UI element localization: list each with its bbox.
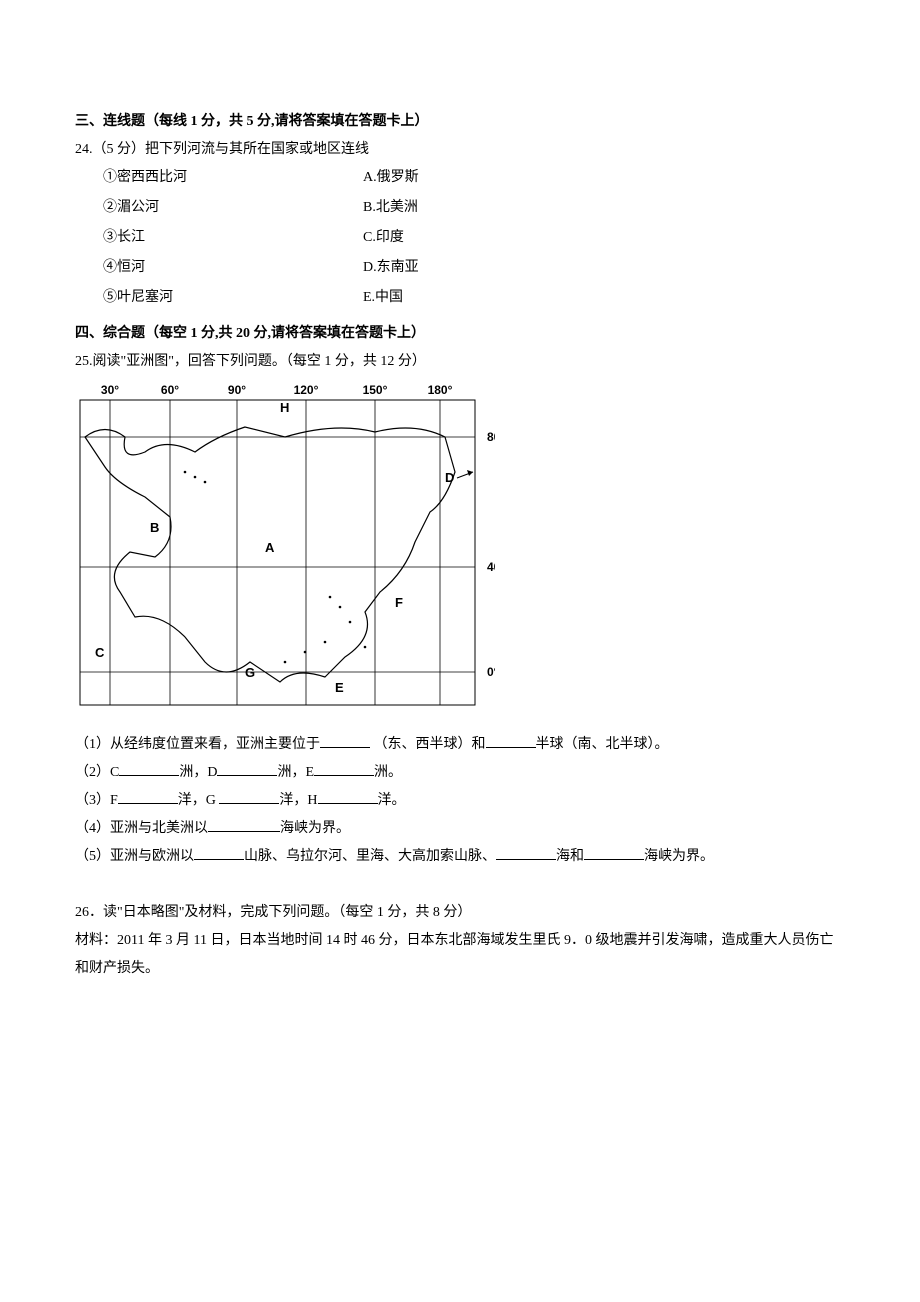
svg-text:H: H — [280, 400, 289, 415]
q26-material: 材料：2011 年 3 月 11 日，日本当地时间 14 时 46 分，日本东北… — [75, 927, 845, 983]
q25-p5-a: （5）亚洲与欧洲以 — [75, 849, 194, 864]
q24-right-4: D.东南亚 — [363, 254, 483, 282]
blank[interactable] — [119, 762, 179, 776]
blank[interactable] — [118, 790, 178, 804]
q25-p3: （3）F 洋，G 洋，H 洋。 — [75, 787, 845, 815]
svg-text:120°: 120° — [294, 383, 319, 397]
q25-p3-b: 洋，G — [178, 793, 220, 808]
asia-map-svg: 30° 60° 90° 120° 150° 180° 80° 40° 0° A B C D E F G H — [75, 382, 495, 712]
blank[interactable] — [584, 846, 644, 860]
q24-right-3: C.印度 — [363, 224, 483, 252]
svg-text:F: F — [395, 595, 403, 610]
blank[interactable] — [219, 790, 279, 804]
blank[interactable] — [217, 762, 277, 776]
q25-p5: （5）亚洲与欧洲以 山脉、乌拉尔河、里海、大高加索山脉、 海和 海峡为界。 — [75, 843, 845, 871]
q25-p5-c: 海和 — [556, 849, 584, 864]
q25-p1-b: （东、西半球）和 — [374, 737, 486, 752]
section-4-title: 四、综合题（每空 1 分,共 20 分,请将答案填在答题卡上） — [75, 320, 845, 348]
svg-text:30°: 30° — [101, 383, 119, 397]
blank[interactable] — [318, 790, 378, 804]
svg-text:C: C — [95, 645, 105, 660]
blank[interactable] — [486, 734, 536, 748]
q26-stem: 26．读"日本略图"及材料，完成下列问题。（每空 1 分，共 8 分） — [75, 899, 845, 927]
q25-stem: 25.阅读"亚洲图"，回答下列问题。（每空 1 分，共 12 分） — [75, 348, 845, 376]
svg-text:B: B — [150, 520, 159, 535]
q25-p4: （4）亚洲与北美洲以 海峡为界。 — [75, 815, 845, 843]
blank[interactable] — [496, 846, 556, 860]
svg-text:150°: 150° — [363, 383, 388, 397]
q25-p2-d: 洲。 — [374, 765, 402, 780]
q25-p1-a: （1）从经纬度位置来看，亚洲主要位于 — [75, 737, 320, 752]
blank[interactable] — [314, 762, 374, 776]
svg-text:180°: 180° — [428, 383, 453, 397]
svg-text:40°: 40° — [487, 560, 495, 574]
q25-p2-b: 洲，D — [179, 765, 217, 780]
svg-text:60°: 60° — [161, 383, 179, 397]
q25-p5-b: 山脉、乌拉尔河、里海、大高加索山脉、 — [244, 849, 496, 864]
svg-text:0°: 0° — [487, 665, 495, 679]
svg-text:80°: 80° — [487, 430, 495, 444]
svg-text:D: D — [445, 470, 454, 485]
q24-left-1: ①密西西比河 — [103, 164, 363, 192]
q24-right-5: E.中国 — [363, 284, 483, 312]
q25-p5-d: 海峡为界。 — [644, 849, 714, 864]
svg-text:G: G — [245, 665, 255, 680]
q25-p4-b: 海峡为界。 — [280, 821, 350, 836]
q25-p1-c: 半球（南、北半球）。 — [536, 737, 669, 752]
q25-p3-c: 洋，H — [279, 793, 317, 808]
q25-p3-a: （3）F — [75, 793, 118, 808]
q24-left-2: ②湄公河 — [103, 194, 363, 222]
q24-left-5: ⑤叶尼塞河 — [103, 284, 363, 312]
q24-right-2: B.北美洲 — [363, 194, 483, 222]
q25-p2-c: 洲，E — [277, 765, 314, 780]
q25-p1: （1）从经纬度位置来看，亚洲主要位于 （东、西半球）和 半球（南、北半球）。 — [75, 731, 845, 759]
q24-stem: 24.（5 分）把下列河流与其所在国家或地区连线 — [75, 136, 845, 164]
section-3-title: 三、连线题（每线 1 分，共 5 分,请将答案填在答题卡上） — [75, 108, 845, 136]
q25-p3-d: 洋。 — [378, 793, 406, 808]
q25-p2-a: （2）C — [75, 765, 119, 780]
svg-text:90°: 90° — [228, 383, 246, 397]
svg-text:E: E — [335, 680, 344, 695]
asia-map: 30° 60° 90° 120° 150° 180° 80° 40° 0° A B C D E F G H — [75, 382, 845, 723]
q25-p4-a: （4）亚洲与北美洲以 — [75, 821, 208, 836]
blank[interactable] — [194, 846, 244, 860]
blank[interactable] — [320, 734, 370, 748]
q24-matching: ①密西西比河 A.俄罗斯 ②湄公河 B.北美洲 ③长江 C.印度 ④恒河 D.东… — [103, 164, 845, 312]
q24-left-3: ③长江 — [103, 224, 363, 252]
blank[interactable] — [208, 818, 280, 832]
svg-text:A: A — [265, 540, 275, 555]
q25-p2: （2）C 洲，D 洲，E 洲。 — [75, 759, 845, 787]
q24-left-4: ④恒河 — [103, 254, 363, 282]
q24-right-1: A.俄罗斯 — [363, 164, 483, 192]
